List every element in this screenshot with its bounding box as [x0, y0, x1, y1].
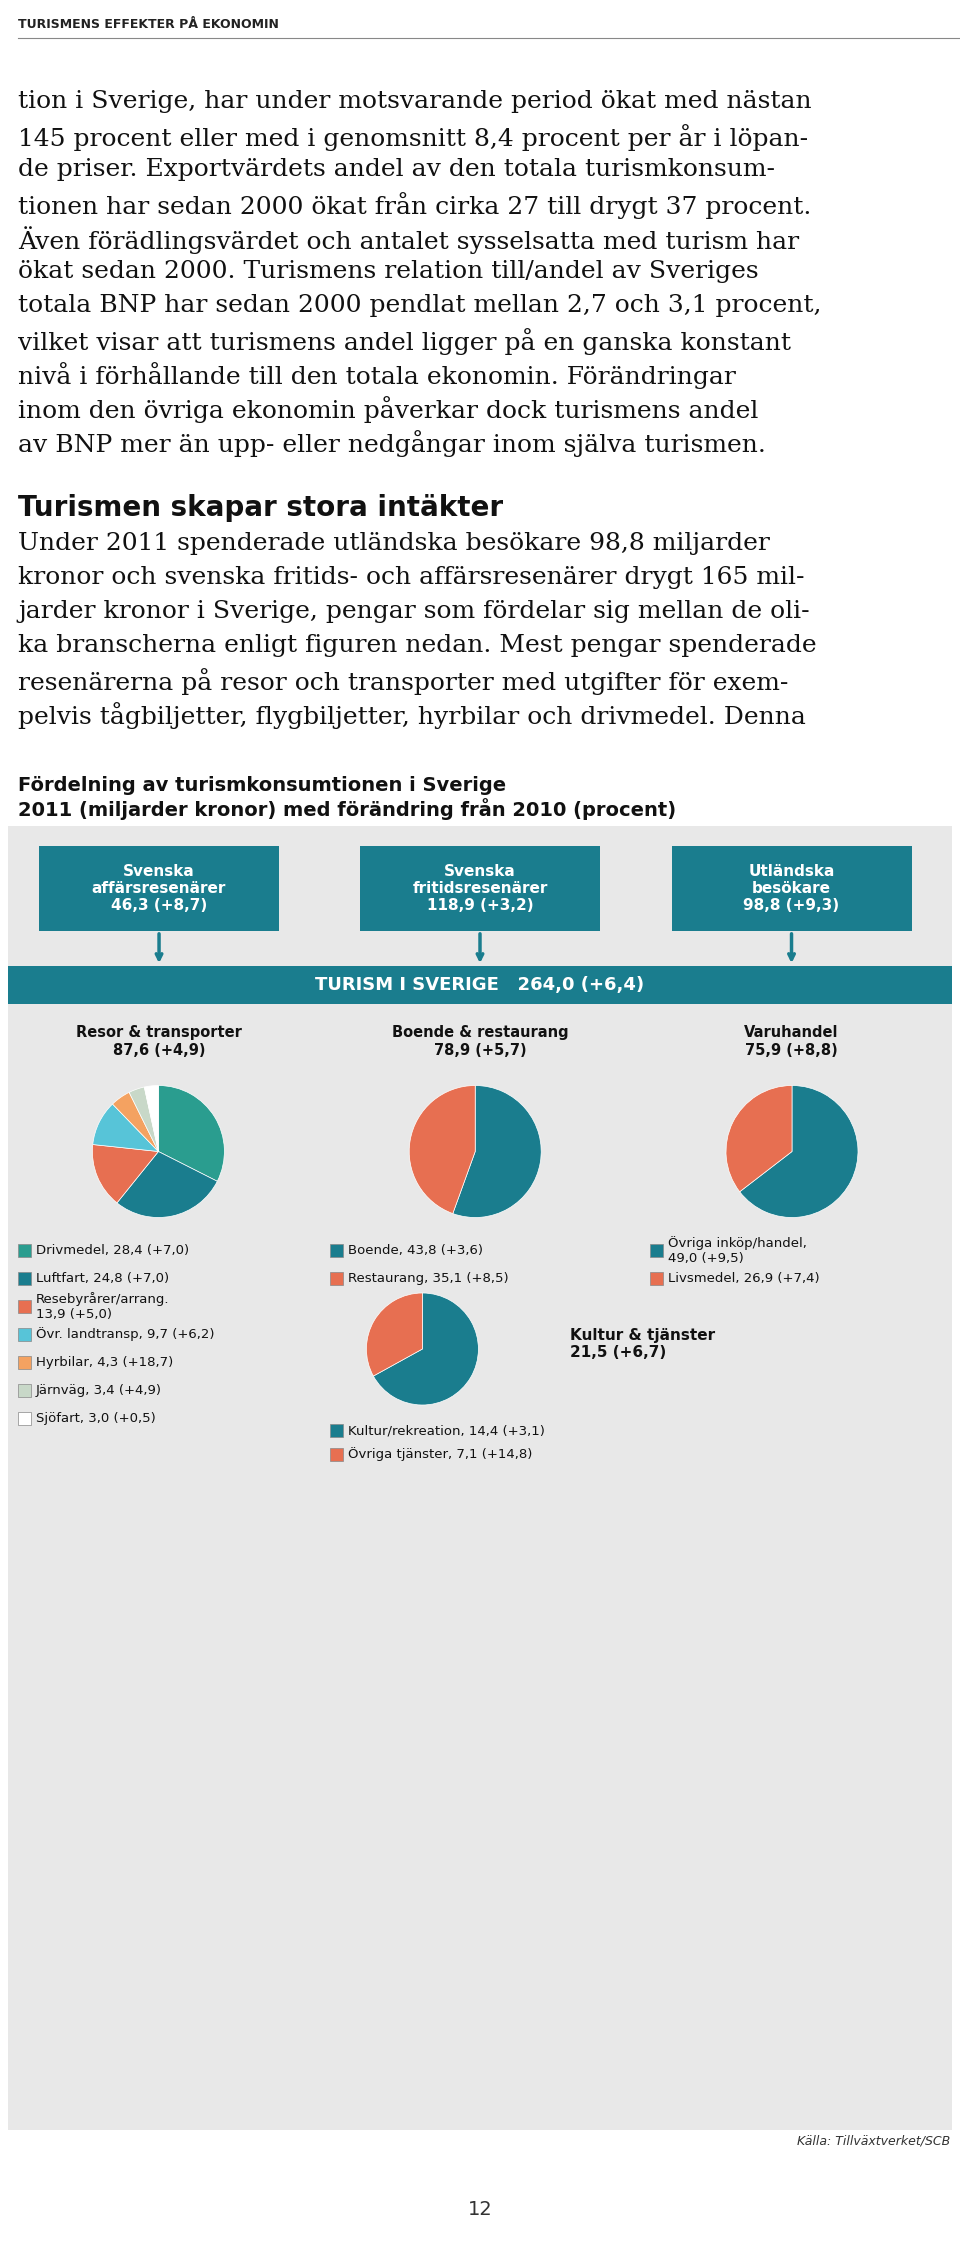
- Wedge shape: [112, 1093, 158, 1151]
- Bar: [18, 1272, 31, 1286]
- Text: TURISM I SVERIGE   264,0 (+6,4): TURISM I SVERIGE 264,0 (+6,4): [316, 976, 644, 994]
- Text: vilket visar att turismens andel ligger på en ganska konstant: vilket visar att turismens andel ligger …: [18, 328, 791, 355]
- Bar: [39, 845, 279, 931]
- Text: tionen har sedan 2000 ökat från cirka 27 till drygt 37 procent.: tionen har sedan 2000 ökat från cirka 27…: [18, 191, 811, 218]
- Bar: [672, 845, 912, 931]
- Bar: [650, 1243, 663, 1257]
- Wedge shape: [158, 1086, 225, 1180]
- Text: Kultur/rekreation, 14,4 (+3,1): Kultur/rekreation, 14,4 (+3,1): [348, 1423, 545, 1436]
- Text: Övr. landtransp, 9,7 (+6,2): Övr. landtransp, 9,7 (+6,2): [36, 1329, 214, 1342]
- Text: Utländska
besökare
98,8 (+9,3): Utländska besökare 98,8 (+9,3): [743, 863, 840, 913]
- Bar: [330, 1272, 343, 1286]
- Bar: [18, 1412, 31, 1425]
- Wedge shape: [740, 1086, 858, 1218]
- Text: Boende & restaurang
78,9 (+5,7): Boende & restaurang 78,9 (+5,7): [392, 1025, 568, 1059]
- Text: Luftfart, 24,8 (+7,0): Luftfart, 24,8 (+7,0): [36, 1272, 169, 1286]
- Text: tion i Sverige, har under motsvarande period ökat med nästan: tion i Sverige, har under motsvarande pe…: [18, 90, 811, 112]
- Text: Resor & transporter
87,6 (+4,9): Resor & transporter 87,6 (+4,9): [76, 1025, 242, 1059]
- Text: Järnväg, 3,4 (+4,9): Järnväg, 3,4 (+4,9): [36, 1385, 162, 1396]
- Text: kronor och svenska fritids- och affärsresenärer drygt 165 mil-: kronor och svenska fritids- och affärsre…: [18, 566, 804, 589]
- Text: Hyrbilar, 4,3 (+18,7): Hyrbilar, 4,3 (+18,7): [36, 1356, 173, 1369]
- Wedge shape: [409, 1086, 475, 1214]
- Bar: [18, 1243, 31, 1257]
- Text: resenärerna på resor och transporter med utgifter för exem-: resenärerna på resor och transporter med…: [18, 668, 788, 695]
- Bar: [18, 1329, 31, 1342]
- Bar: [18, 1299, 31, 1313]
- Wedge shape: [726, 1086, 792, 1191]
- Bar: [330, 1243, 343, 1257]
- Text: Övriga tjänster, 7,1 (+14,8): Övriga tjänster, 7,1 (+14,8): [348, 1448, 533, 1461]
- Wedge shape: [130, 1088, 158, 1151]
- Text: Under 2011 spenderade utländska besökare 98,8 miljarder: Under 2011 spenderade utländska besökare…: [18, 533, 770, 555]
- Text: 145 procent eller med i genomsnitt 8,4 procent per år i löpan-: 145 procent eller med i genomsnitt 8,4 p…: [18, 124, 808, 151]
- Text: Resebyrårer/arrang.
13,9 (+5,0): Resebyrårer/arrang. 13,9 (+5,0): [36, 1293, 170, 1322]
- Bar: [650, 1272, 663, 1286]
- Bar: [330, 1423, 343, 1436]
- Wedge shape: [367, 1293, 422, 1376]
- Text: Källa: Tillväxtverket/SCB: Källa: Tillväxtverket/SCB: [797, 2136, 950, 2149]
- Text: av BNP mer än upp- eller nedgångar inom själva turismen.: av BNP mer än upp- eller nedgångar inom …: [18, 429, 766, 456]
- Wedge shape: [373, 1293, 478, 1405]
- Text: Varuhandel
75,9 (+8,8): Varuhandel 75,9 (+8,8): [744, 1025, 839, 1059]
- Wedge shape: [453, 1086, 541, 1218]
- Wedge shape: [144, 1086, 158, 1151]
- Bar: [330, 1448, 343, 1461]
- Text: Drivmedel, 28,4 (+7,0): Drivmedel, 28,4 (+7,0): [36, 1243, 189, 1257]
- Wedge shape: [92, 1144, 158, 1203]
- Text: Fördelning av turismkonsumtionen i Sverige: Fördelning av turismkonsumtionen i Sveri…: [18, 776, 506, 796]
- Text: 2011 (miljarder kronor) med förändring från 2010 (procent): 2011 (miljarder kronor) med förändring f…: [18, 798, 676, 821]
- Text: jarder kronor i Sverige, pengar som fördelar sig mellan de oli-: jarder kronor i Sverige, pengar som förd…: [18, 600, 809, 623]
- Text: Boende, 43,8 (+3,6): Boende, 43,8 (+3,6): [348, 1243, 483, 1257]
- Bar: [360, 845, 600, 931]
- Text: inom den övriga ekonomin påverkar dock turismens andel: inom den övriga ekonomin påverkar dock t…: [18, 396, 758, 423]
- Text: Restaurang, 35,1 (+8,5): Restaurang, 35,1 (+8,5): [348, 1272, 509, 1286]
- Bar: [8, 825, 952, 2131]
- Wedge shape: [93, 1104, 158, 1151]
- Bar: [18, 1356, 31, 1369]
- Text: Turismen skapar stora intäkter: Turismen skapar stora intäkter: [18, 495, 503, 522]
- Text: Kultur & tjänster
21,5 (+6,7): Kultur & tjänster 21,5 (+6,7): [570, 1329, 715, 1360]
- Text: de priser. Exportvärdets andel av den totala turismkonsum-: de priser. Exportvärdets andel av den to…: [18, 157, 775, 182]
- Text: totala BNP har sedan 2000 pendlat mellan 2,7 och 3,1 procent,: totala BNP har sedan 2000 pendlat mellan…: [18, 294, 822, 317]
- Text: Sjöfart, 3,0 (+0,5): Sjöfart, 3,0 (+0,5): [36, 1412, 156, 1425]
- Bar: [8, 967, 952, 1005]
- Text: Livsmedel, 26,9 (+7,4): Livsmedel, 26,9 (+7,4): [668, 1272, 820, 1286]
- Text: pelvis tågbiljetter, flygbiljetter, hyrbilar och drivmedel. Denna: pelvis tågbiljetter, flygbiljetter, hyrb…: [18, 701, 805, 728]
- Text: Svenska
affärsresenärer
46,3 (+8,7): Svenska affärsresenärer 46,3 (+8,7): [92, 863, 227, 913]
- Text: Även förädlingsvärdet och antalet sysselsatta med turism har: Även förädlingsvärdet och antalet syssel…: [18, 227, 799, 254]
- Text: TURISMENS EFFEKTER PÅ EKONOMIN: TURISMENS EFFEKTER PÅ EKONOMIN: [18, 18, 278, 31]
- Wedge shape: [117, 1151, 217, 1218]
- Bar: [18, 1385, 31, 1396]
- Text: Svenska
fritidsresenärer
118,9 (+3,2): Svenska fritidsresenärer 118,9 (+3,2): [412, 863, 548, 913]
- Text: ökat sedan 2000. Turismens relation till/andel av Sveriges: ökat sedan 2000. Turismens relation till…: [18, 261, 758, 283]
- Text: ka branscherna enligt figuren nedan. Mest pengar spenderade: ka branscherna enligt figuren nedan. Mes…: [18, 634, 817, 656]
- Text: Övriga inköp/handel,
49,0 (+9,5): Övriga inköp/handel, 49,0 (+9,5): [668, 1236, 806, 1266]
- Text: nivå i förhållande till den totala ekonomin. Förändringar: nivå i förhållande till den totala ekono…: [18, 362, 736, 389]
- Text: 12: 12: [468, 2201, 492, 2219]
